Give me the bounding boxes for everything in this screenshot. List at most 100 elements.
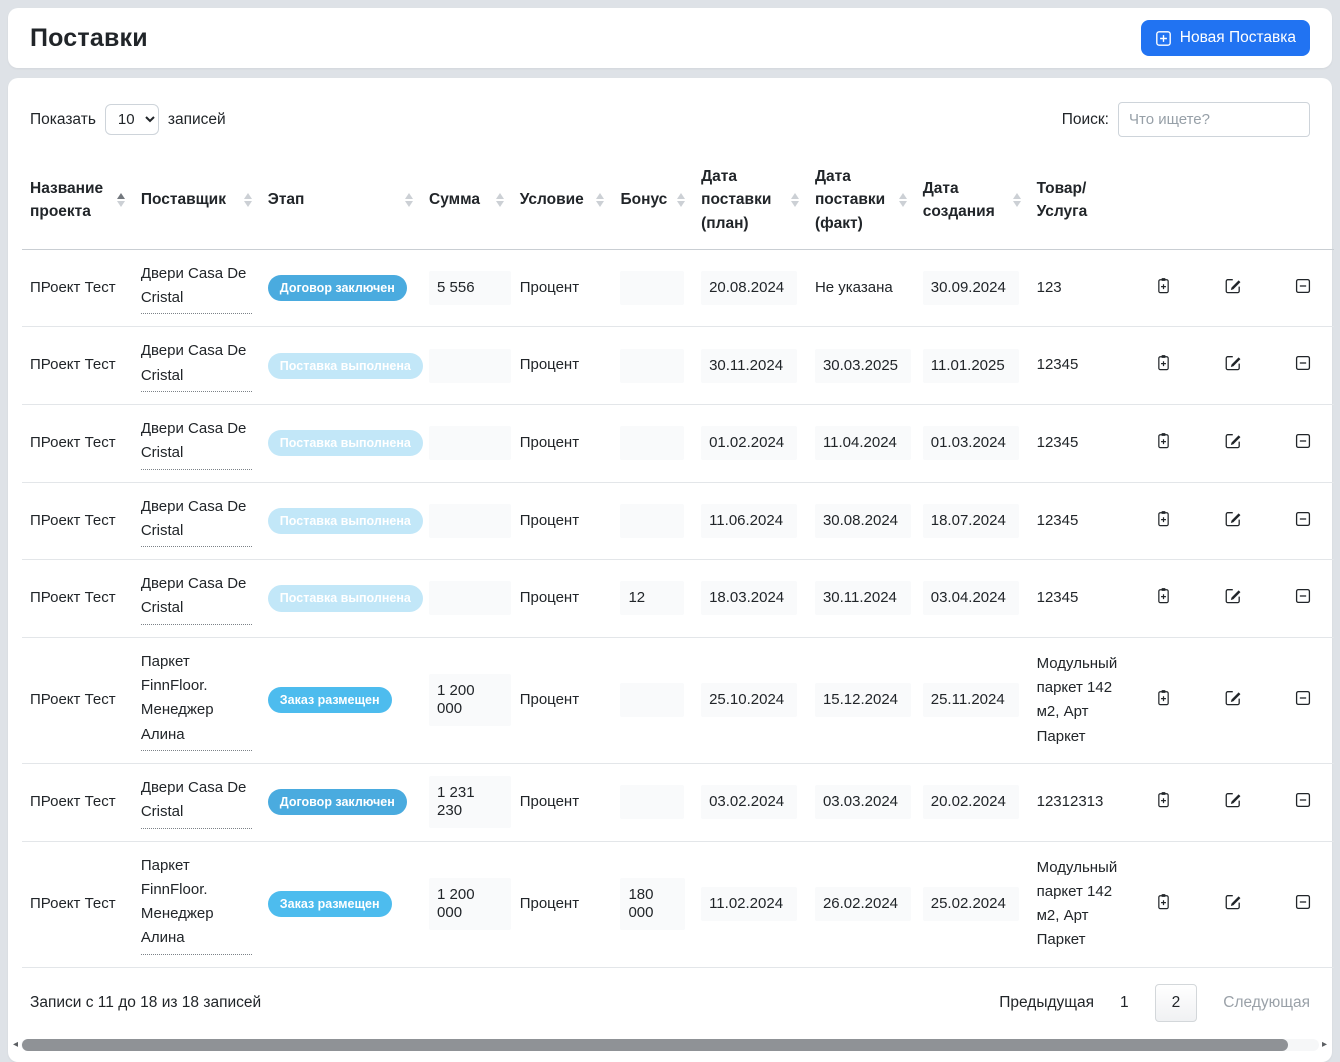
copy-delivery-button[interactable] [1151,350,1176,376]
cell-date: 03.04.2024 [922,581,1019,616]
search-control: Поиск: [1062,102,1310,137]
cell-condition: Процент [519,589,580,607]
cell-supplier[interactable]: Паркет FinnFloor. Менеджер Алина [140,650,252,751]
column-header-label: Дата поставки (план) [701,168,772,232]
copy-delivery-button[interactable] [1151,506,1176,532]
show-suffix-label: записей [167,110,226,128]
cell-product: Модульный паркет 142 м2, Арт Паркет [1036,654,1118,745]
copy-delivery-button[interactable] [1151,685,1176,711]
cell-bonus [620,683,685,718]
cell-product: 12312313 [1036,793,1104,811]
pagination-next[interactable]: Следующая [1223,993,1310,1011]
scroll-left-arrow-icon[interactable]: ◂ [13,1038,19,1050]
copy-delivery-button[interactable] [1151,273,1176,299]
scrollbar-track[interactable] [21,1038,1319,1051]
copy-delivery-button[interactable] [1151,889,1176,915]
cell-project: ПРоект Тест [30,793,116,811]
stage-badge: Договор заключен [267,274,407,302]
column-header-7[interactable]: Дата поставки (план) [693,151,807,250]
cell-date: 03.03.2024 [814,785,911,820]
cell-date: 30.03.2025 [814,348,911,383]
column-header-8[interactable]: Дата поставки (факт) [806,151,915,250]
cell-project: ПРоект Тест [30,894,116,912]
edit-delivery-button[interactable] [1220,350,1246,376]
cell-project: ПРоект Тест [30,278,116,296]
cell-supplier[interactable]: Двери Casa De Cristal [140,417,252,470]
minus-square-icon [1294,589,1312,608]
edit-delivery-button[interactable] [1220,787,1246,813]
scroll-right-arrow-icon[interactable]: ▸ [1321,1038,1327,1050]
column-header-label: Условие [519,191,584,209]
edit-delivery-button[interactable] [1220,428,1246,454]
cell-date: 25.10.2024 [701,683,798,718]
column-header-actions [1271,151,1334,250]
search-label: Поиск: [1061,110,1109,128]
remove-delivery-button[interactable] [1290,889,1316,915]
edit-delivery-button[interactable] [1220,273,1246,299]
cell-date: 25.11.2024 [922,683,1019,718]
edit-delivery-button[interactable] [1220,506,1246,532]
cell-project: ПРоект Тест [30,356,116,374]
remove-delivery-button[interactable] [1290,583,1316,609]
column-header-1[interactable]: Название проекта [22,151,133,250]
cell-date: 11.06.2024 [701,503,798,538]
remove-delivery-button[interactable] [1290,787,1316,813]
pagination-page-2[interactable]: 2 [1154,983,1198,1022]
clipboard-plus-icon [1155,355,1172,375]
pencil-square-icon [1224,691,1242,710]
edit-delivery-button[interactable] [1220,583,1246,609]
cell-condition: Процент [519,434,580,452]
pagination-page-1[interactable]: 1 [1120,993,1129,1011]
table-row: ПРоект Тест Двери Casa De Cristal Постав… [22,482,1334,561]
cell-supplier[interactable]: Паркет FinnFloor. Менеджер Алина [140,854,252,955]
sort-arrows-icon [405,192,414,207]
cell-sum: 1 200 000 [429,878,512,931]
remove-delivery-button[interactable] [1290,273,1316,299]
horizontal-scrollbar: ◂ ▸ [12,1038,1328,1052]
search-input[interactable] [1118,102,1310,137]
table-row: ПРоект Тест Двери Casa De Cristal Догово… [22,249,1334,328]
cell-supplier[interactable]: Двери Casa De Cristal [140,572,252,625]
cell-supplier[interactable]: Двери Casa De Cristal [140,262,252,315]
column-header-5[interactable]: Условие [511,151,613,250]
column-header-actions [1132,151,1195,250]
cell-date: 01.02.2024 [701,426,798,461]
cell-sum [429,426,512,461]
column-header-6[interactable]: Бонус [612,151,694,250]
edit-delivery-button[interactable] [1220,685,1246,711]
column-header-9[interactable]: Дата создания [914,151,1029,250]
column-header-label: Дата поставки (факт) [814,168,886,232]
copy-delivery-button[interactable] [1151,787,1176,813]
cell-date: 30.09.2024 [922,271,1019,306]
copy-delivery-button[interactable] [1151,428,1176,454]
remove-delivery-button[interactable] [1290,506,1316,532]
cell-sum: 1 231 230 [429,776,512,829]
cell-sum [429,503,512,538]
pagination-previous[interactable]: Предыдущая [999,993,1095,1011]
column-header-4[interactable]: Сумма [421,151,512,250]
page-length-select[interactable]: 10 [104,104,159,135]
column-header-2[interactable]: Поставщик [132,151,260,250]
cell-supplier[interactable]: Двери Casa De Cristal [140,776,252,829]
cell-sum: 1 200 000 [429,674,512,727]
cell-date: 26.02.2024 [814,887,911,922]
table-row: ПРоект Тест Двери Casa De Cristal Постав… [22,404,1334,483]
copy-delivery-button[interactable] [1151,583,1176,609]
column-header-3[interactable]: Этап [259,151,422,250]
cell-product: 12345 [1036,356,1079,374]
column-header-label: Поставщик [140,191,226,209]
cell-supplier[interactable]: Двери Casa De Cristal [140,495,252,548]
edit-delivery-button[interactable] [1220,889,1246,915]
remove-delivery-button[interactable] [1290,428,1316,454]
clipboard-plus-icon [1155,278,1172,298]
stage-badge: Поставка выполнена [267,430,423,457]
minus-square-icon [1294,792,1312,812]
cell-date: 11.04.2024 [814,426,911,461]
remove-delivery-button[interactable] [1290,350,1316,376]
cell-supplier[interactable]: Двери Casa De Cristal [140,339,252,392]
pencil-square-icon [1224,589,1242,608]
scrollbar-thumb[interactable] [22,1038,1288,1051]
new-delivery-button[interactable]: Новая Поставка [1140,20,1310,56]
table-row: ПРоект Тест Двери Casa De Cristal Постав… [22,559,1334,638]
remove-delivery-button[interactable] [1290,685,1316,711]
